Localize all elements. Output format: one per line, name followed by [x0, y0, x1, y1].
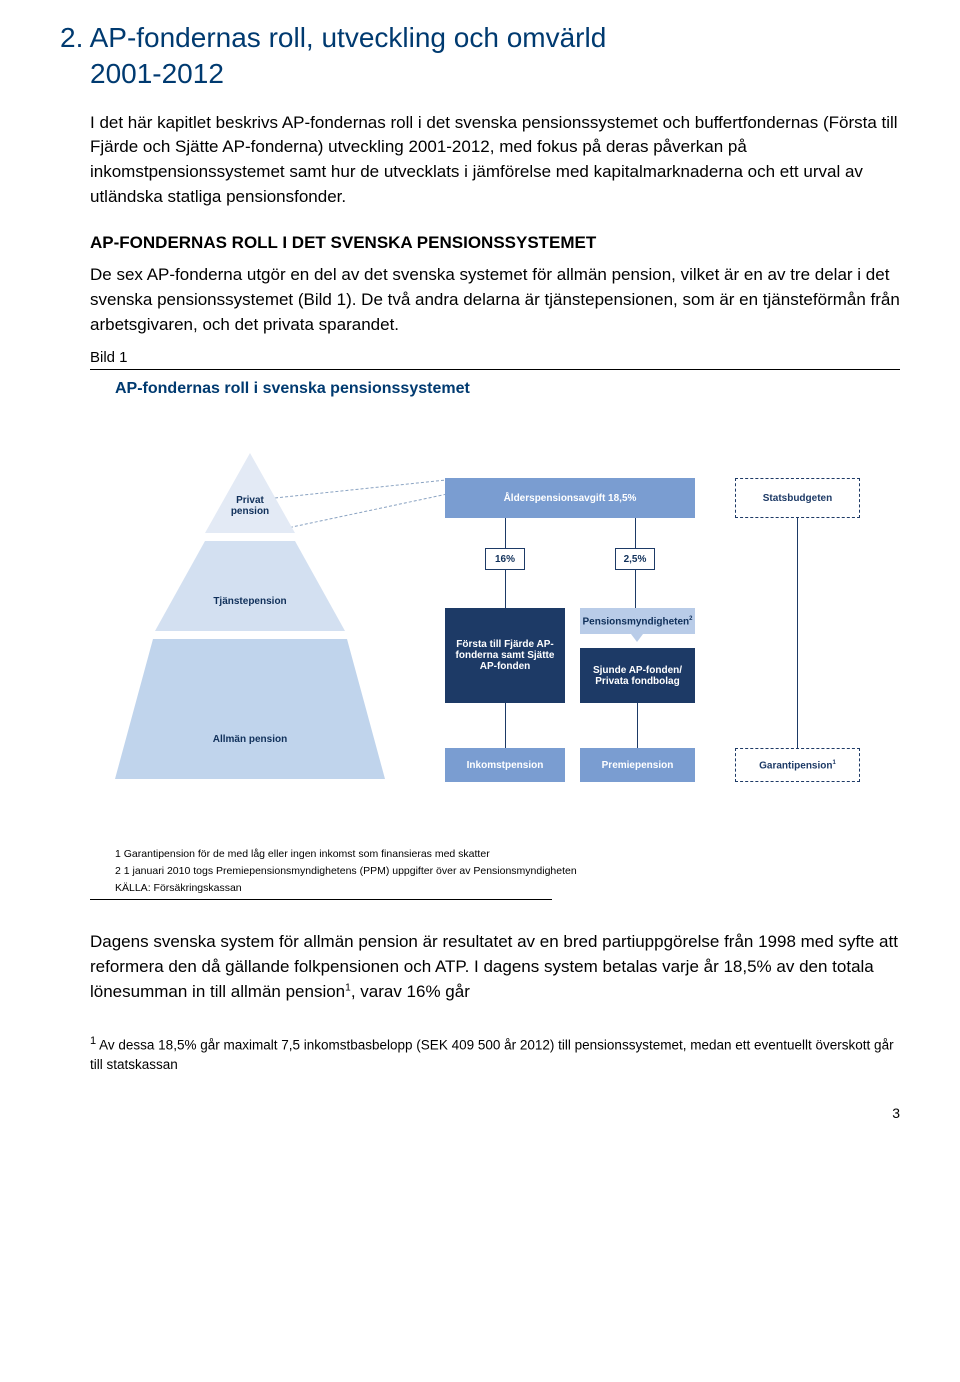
title-line1: 2. AP-fondernas roll, utveckling och omv…: [60, 22, 606, 53]
box-16pct-label: 16%: [495, 554, 515, 565]
title-line2: 2001-2012: [60, 58, 224, 89]
box-statsbudget: Statsbudgeten: [735, 478, 860, 518]
box-pensionsmynd: Pensionsmyndigheten2: [580, 608, 695, 634]
box-garanti-label: Garantipension1: [759, 760, 836, 771]
box-avgift-label: Ålderspensionsavgift 18,5%: [504, 493, 637, 504]
footnote-2: 2 1 januari 2010 togs Premiepensionsmynd…: [60, 864, 900, 879]
pyramid-bottom-label: Allmän pension: [115, 734, 385, 745]
pyramid-top: Privat pension: [205, 453, 295, 533]
intro-paragraph: I det här kapitlet beskrivs AP-fondernas…: [60, 111, 900, 210]
chart-title: AP-fondernas roll i svenska pensionssyst…: [60, 380, 900, 398]
page-title: 2. AP-fondernas roll, utveckling och omv…: [60, 20, 900, 93]
pension-diagram: Privat pension Tjänstepension Allmän pen…: [90, 423, 900, 843]
paragraph-2: Dagens svenska system för allmän pension…: [60, 930, 900, 1004]
box-premie-label: Premiepension: [602, 760, 674, 771]
figure-top-rule: [90, 369, 900, 370]
vline-inkomst: [505, 703, 506, 748]
pyramid-top-label: Privat pension: [220, 495, 280, 517]
footnote-source: KÄLLA: Försäkringskassan: [60, 881, 900, 896]
paragraph-2a: Dagens svenska system för allmän pension…: [90, 932, 898, 1000]
box-avgift: Ålderspensionsavgift 18,5%: [445, 478, 695, 518]
box-pensionsmynd-label: Pensionsmyndigheten2: [582, 616, 692, 627]
pyramid-mid-label: Tjänstepension: [155, 596, 345, 607]
vline-25: [635, 518, 636, 548]
section-heading: AP-FONDERNAS ROLL I DET SVENSKA PENSIONS…: [60, 233, 900, 253]
pyramid-bottom: Allmän pension: [115, 639, 385, 779]
box-inkomst: Inkomstpension: [445, 748, 565, 782]
pointer-pensionsmynd: [631, 634, 643, 642]
box-forsta-label: Första till Fjärde AP-fonderna samt Sjät…: [451, 639, 559, 672]
footnote-1: 1 Garantipension för de med låg eller in…: [60, 847, 900, 862]
box-25pct: 2,5%: [615, 548, 655, 570]
box-forsta: Första till Fjärde AP-fonderna samt Sjät…: [445, 608, 565, 703]
figure-bottom-rule: [90, 899, 552, 900]
box-25pct-label: 2,5%: [624, 554, 647, 565]
vline-25b: [635, 570, 636, 608]
main-footnote-text: Av dessa 18,5% går maximalt 7,5 inkomstb…: [90, 1038, 894, 1072]
vline-stats: [797, 518, 798, 768]
main-footnote-num: 1: [90, 1035, 96, 1047]
main-footnote: 1 Av dessa 18,5% går maximalt 7,5 inkoms…: [60, 1034, 900, 1074]
box-sjunde-label: Sjunde AP-fonden/ Privata fondbolag: [586, 665, 689, 687]
pyramid: Privat pension Tjänstepension Allmän pen…: [115, 453, 385, 779]
box-16pct: 16%: [485, 548, 525, 570]
vline-16: [505, 518, 506, 548]
box-premie: Premiepension: [580, 748, 695, 782]
page-number: 3: [60, 1105, 900, 1121]
pyramid-mid: Tjänstepension: [155, 541, 345, 631]
box-inkomst-label: Inkomstpension: [467, 760, 544, 771]
box-sjunde: Sjunde AP-fonden/ Privata fondbolag: [580, 648, 695, 703]
figure-label: Bild 1: [60, 349, 900, 366]
vline-premie: [637, 703, 638, 748]
box-statsbudget-label: Statsbudgeten: [763, 493, 832, 504]
box-garanti: Garantipension1: [735, 748, 860, 782]
paragraph-2b: , varav 16% går: [351, 982, 470, 1001]
paragraph-1: De sex AP-fonderna utgör en del av det s…: [60, 263, 900, 337]
vline-16b: [505, 570, 506, 608]
